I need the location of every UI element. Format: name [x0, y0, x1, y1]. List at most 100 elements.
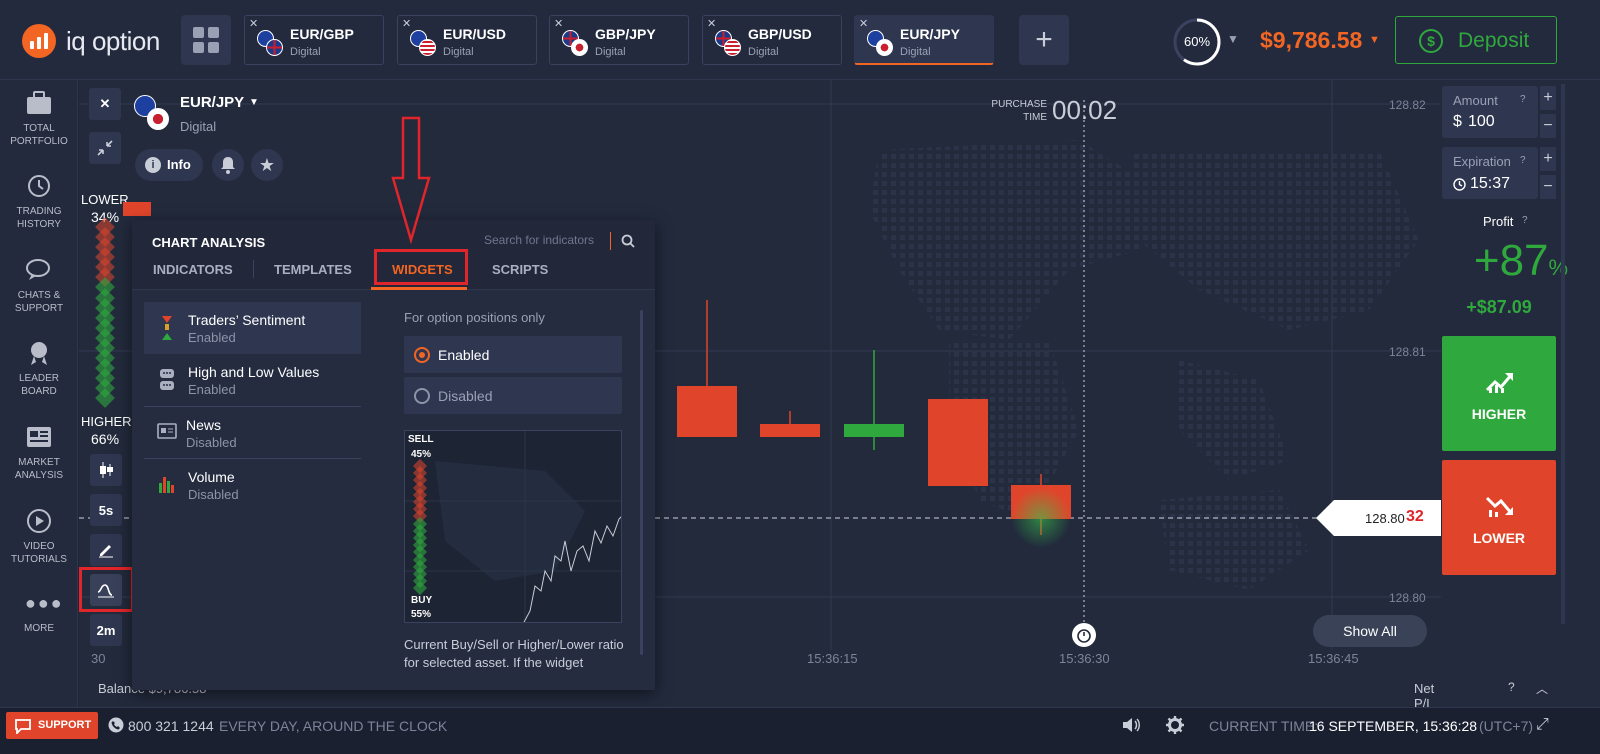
radio-selected-icon: [414, 347, 430, 363]
candlesticks: [677, 300, 1071, 548]
widget-item-high-low[interactable]: High and Low Values Enabled: [144, 354, 361, 406]
higher-button[interactable]: HIGHER: [1442, 336, 1556, 451]
close-chart-button[interactable]: ✕: [89, 88, 121, 120]
amount-currency: $: [1453, 113, 1462, 130]
close-tab-icon[interactable]: ✕: [249, 18, 259, 30]
tab-indicators[interactable]: INDICATORS: [153, 262, 233, 277]
price-chart[interactable]: [79, 80, 1441, 707]
expiration-increase-button[interactable]: +: [1540, 147, 1556, 171]
trade-panel-scrollbar[interactable]: [1561, 84, 1565, 624]
support-hours: EVERY DAY, AROUND THE CLOCK: [219, 718, 448, 734]
flag-icon: [715, 30, 741, 56]
help-icon[interactable]: ?: [1520, 94, 1526, 105]
lower-button[interactable]: LOWER: [1442, 460, 1556, 575]
asset-grid-button[interactable]: [181, 15, 231, 65]
chevron-up-icon[interactable]: ︿: [1536, 682, 1549, 696]
tab-templates[interactable]: TEMPLATES: [274, 262, 352, 277]
time-tick: 15:36:15: [807, 651, 858, 666]
sidebar-item-video-tutorials[interactable]: VIDEO TUTORIALS: [0, 508, 78, 566]
chart-type-button[interactable]: [90, 454, 122, 486]
tab-scripts[interactable]: SCRIPTS: [492, 262, 549, 277]
sidebar-item-trading-history[interactable]: TRADING HISTORY: [0, 173, 78, 231]
widget-item-news[interactable]: News Disabled: [144, 407, 361, 459]
asset-tab-eur-usd[interactable]: ✕ EUR/USD Digital: [397, 15, 537, 65]
radio-unselected-icon: [414, 388, 430, 404]
sidebar-item-leader-board[interactable]: LEADER BOARD: [0, 340, 78, 398]
amount-decrease-button[interactable]: −: [1540, 114, 1556, 138]
asset-tab-gbp-jpy[interactable]: ✕ GBP/JPY Digital: [549, 15, 689, 65]
gear-icon[interactable]: [1166, 716, 1184, 734]
help-icon[interactable]: ?: [1522, 215, 1528, 226]
support-phone[interactable]: 800 321 1244: [128, 718, 214, 734]
price-tick: 128.81: [1389, 345, 1426, 359]
period-button[interactable]: 2m: [90, 614, 122, 646]
close-tab-icon[interactable]: ✕: [402, 18, 412, 30]
divider: [144, 458, 361, 459]
panel-scrollbar[interactable]: [640, 310, 643, 655]
widget-status: Enabled: [188, 382, 236, 397]
radio-enabled[interactable]: Enabled: [404, 336, 622, 373]
progress-ring-icon: [1173, 18, 1221, 66]
briefcase-icon: [25, 90, 53, 116]
account-balance[interactable]: $9,786.58: [1260, 27, 1363, 53]
timeframe-button[interactable]: 5s: [90, 494, 122, 526]
sidebar-item-total-portfolio[interactable]: TOTAL PORTFOLIO: [0, 90, 78, 148]
price-tick: 128.80: [1389, 591, 1426, 605]
radio-disabled[interactable]: Disabled: [404, 377, 622, 414]
help-icon[interactable]: ?: [1520, 155, 1526, 166]
deposit-label: Deposit: [1458, 29, 1530, 52]
progress-ring[interactable]: 60%: [1172, 17, 1222, 67]
alerts-button[interactable]: [212, 149, 244, 181]
sidebar-item-more[interactable]: ●●● MORE: [0, 590, 78, 635]
logo[interactable]: iq option: [22, 24, 160, 58]
close-tab-icon[interactable]: ✕: [859, 18, 869, 30]
amount-input[interactable]: Amount ? $ 100: [1442, 86, 1538, 138]
expiration-input[interactable]: Expiration ? 15:37: [1442, 147, 1538, 199]
tab-pair: GBP/USD: [748, 26, 812, 42]
favorite-star-icon[interactable]: ★: [251, 149, 283, 181]
fullscreen-icon[interactable]: ⤢: [1536, 716, 1549, 733]
show-all-button[interactable]: Show All: [1313, 615, 1427, 647]
stopwatch-icon[interactable]: [1072, 623, 1096, 647]
indicators-button[interactable]: [90, 574, 122, 606]
active-tab-underline: [371, 287, 467, 290]
chevron-down-icon[interactable]: ▼: [1227, 32, 1239, 46]
lower-label: LOWER: [1472, 530, 1526, 546]
asset-chevron-icon[interactable]: ▼: [249, 97, 259, 108]
text-cursor: [610, 232, 611, 250]
sidebar-item-chats-support[interactable]: CHATS & SUPPORT: [0, 257, 78, 315]
widget-status: Enabled: [188, 330, 236, 345]
collapse-chart-button[interactable]: [89, 132, 121, 164]
close-tab-icon[interactable]: ✕: [707, 18, 717, 30]
indicator-search-input[interactable]: Search for indicators: [484, 232, 614, 250]
asset-tab-eur-gbp[interactable]: ✕ EUR/GBP Digital: [244, 15, 384, 65]
deposit-button[interactable]: $ Deposit: [1395, 16, 1557, 64]
asset-pair[interactable]: EUR/JPY: [180, 94, 245, 111]
annotation-arrow-icon: [391, 116, 431, 244]
asset-tab-eur-jpy[interactable]: ✕ EUR/JPY Digital: [854, 15, 994, 65]
flag-icon: [562, 30, 588, 56]
tab-widgets[interactable]: WIDGETS: [392, 262, 453, 277]
balance-chevron-icon[interactable]: ▼: [1369, 34, 1380, 46]
search-icon[interactable]: [621, 234, 635, 248]
support-button[interactable]: SUPPORT: [6, 712, 98, 739]
sentiment-lower-label: LOWER: [81, 192, 129, 207]
expiration-decrease-button[interactable]: −: [1540, 175, 1556, 199]
widget-item-traders-sentiment[interactable]: Traders’ Sentiment Enabled: [144, 302, 361, 354]
close-tab-icon[interactable]: ✕: [554, 18, 564, 30]
plus-icon: +: [1543, 89, 1553, 106]
add-tab-button[interactable]: +: [1019, 15, 1069, 65]
widget-item-volume[interactable]: Volume Disabled: [144, 459, 361, 511]
candlestick-icon: [100, 462, 113, 478]
asset-tab-gbp-usd[interactable]: ✕ GBP/USD Digital: [702, 15, 842, 65]
amount-increase-button[interactable]: +: [1540, 86, 1556, 110]
plus-icon: +: [1035, 23, 1053, 56]
info-button[interactable]: i Info: [135, 149, 203, 181]
sidebar-item-label: TOTAL PORTFOLIO: [10, 123, 68, 147]
sidebar-item-market-analysis[interactable]: MARKET ANALYSIS: [0, 424, 78, 482]
divider: [144, 406, 361, 407]
help-icon[interactable]: ?: [1508, 680, 1515, 694]
drawing-tools-button[interactable]: [90, 534, 122, 566]
sentiment-higher-label: HIGHER: [81, 414, 132, 429]
volume-icon[interactable]: [1121, 716, 1141, 734]
